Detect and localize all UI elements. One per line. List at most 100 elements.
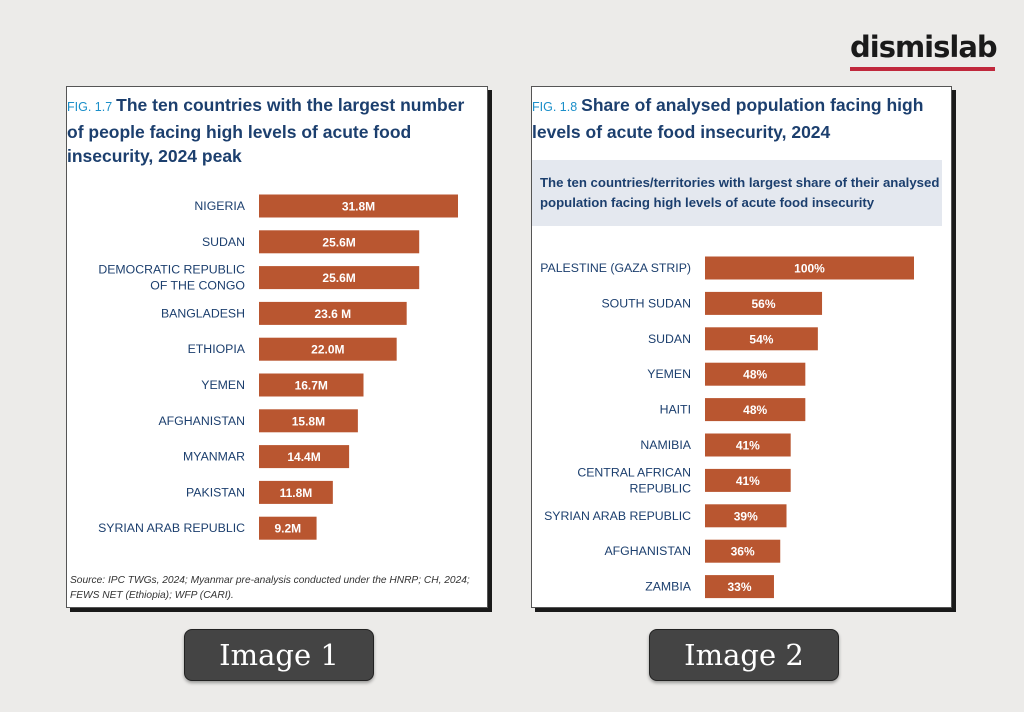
category-label: SUDAN bbox=[202, 235, 245, 249]
category-label: PALESTINE (GAZA STRIP) bbox=[540, 261, 691, 275]
figure-1-title: The ten countries with the largest numbe… bbox=[67, 95, 465, 166]
bar bbox=[705, 256, 914, 280]
category-label-line: OF THE CONGO bbox=[150, 279, 245, 293]
category-label: DEMOCRATIC REPUBLIC OF THE CONGO bbox=[98, 263, 245, 293]
logo-underline bbox=[850, 67, 995, 71]
category-label-line: AFGHANISTAN bbox=[604, 544, 691, 558]
category-label: BANGLADESH bbox=[161, 306, 245, 320]
bar bbox=[259, 337, 397, 361]
category-label-line: PAKISTAN bbox=[186, 485, 245, 499]
bar bbox=[259, 409, 358, 433]
category-label-line: SUDAN bbox=[648, 332, 691, 346]
bar bbox=[705, 539, 781, 563]
category-label-line: YEMEN bbox=[201, 378, 245, 392]
category-label: CENTRAL AFRICAN REPUBLIC bbox=[577, 465, 691, 495]
figure-1-title-block: FIG. 1.7 The ten countries with the large… bbox=[67, 93, 477, 169]
bar bbox=[705, 468, 791, 492]
value-label: 54% bbox=[749, 332, 773, 346]
bar bbox=[705, 362, 806, 386]
figure-1-source: Source: IPC TWGs, 2024; Myanmar pre-anal… bbox=[70, 575, 470, 601]
value-label: 56% bbox=[752, 297, 776, 311]
bar bbox=[705, 327, 818, 351]
bar bbox=[259, 194, 458, 218]
category-label-line: ZAMBIA bbox=[645, 580, 692, 594]
category-label-line: SUDAN bbox=[202, 235, 245, 249]
value-label: 36% bbox=[731, 545, 755, 559]
value-label: 25.6M bbox=[322, 235, 355, 249]
category-label-line: YEMEN bbox=[647, 367, 691, 381]
category-label: YEMEN bbox=[201, 378, 245, 392]
category-label: HAITI bbox=[660, 403, 691, 417]
value-label: 33% bbox=[727, 580, 751, 594]
figure-2-panel: FIG. 1.8 Share of analysed population fac… bbox=[531, 86, 952, 608]
category-label: SYRIAN ARAB REPUBLIC bbox=[544, 509, 691, 523]
figure-2-subtitle-box: The ten countries/territories with large… bbox=[532, 160, 942, 226]
bar bbox=[705, 291, 823, 315]
category-label-line: PALESTINE (GAZA STRIP) bbox=[540, 261, 691, 275]
category-label: ETHIOPIA bbox=[188, 342, 246, 356]
category-label: SUDAN bbox=[648, 332, 691, 346]
bar bbox=[259, 301, 407, 325]
figure-2-number: FIG. 1.8 bbox=[532, 100, 578, 114]
value-label: 11.8M bbox=[280, 486, 313, 500]
value-label: 22.0M bbox=[311, 343, 344, 357]
category-label: ZAMBIA bbox=[645, 580, 692, 594]
image-1-button[interactable]: Image 1 bbox=[184, 629, 374, 681]
figure-2-subtitle: The ten countries/territories with large… bbox=[540, 175, 940, 210]
value-label: 14.4M bbox=[287, 450, 320, 464]
bar bbox=[259, 480, 333, 504]
category-label-line: ETHIOPIA bbox=[188, 342, 246, 356]
value-label: 48% bbox=[743, 368, 767, 382]
category-label: SOUTH SUDAN bbox=[601, 296, 691, 310]
value-label: 31.8M bbox=[342, 200, 375, 214]
bar bbox=[259, 230, 420, 254]
value-label: 16.7M bbox=[295, 379, 328, 393]
category-label-line: SYRIAN ARAB REPUBLIC bbox=[98, 521, 245, 535]
value-label: 41% bbox=[736, 474, 760, 488]
category-label-line: AFGHANISTAN bbox=[158, 414, 245, 428]
value-label: 100% bbox=[794, 262, 825, 276]
category-label-line: HAITI bbox=[660, 403, 691, 417]
value-label: 23.6 M bbox=[314, 307, 351, 321]
category-label: NAMIBIA bbox=[640, 438, 691, 452]
category-label-line: DEMOCRATIC REPUBLIC bbox=[98, 263, 245, 277]
category-label-line: NAMIBIA bbox=[640, 438, 691, 452]
figure-2-chart: PALESTINE (GAZA STRIP) 100% SOUTH SUDAN 56%… bbox=[540, 256, 914, 599]
figure-2-title-block: FIG. 1.8 Share of analysed population fac… bbox=[532, 93, 932, 144]
category-label-line: NIGERIA bbox=[194, 199, 245, 213]
bar bbox=[259, 373, 364, 397]
figure-1-chart: NIGERIA 31.8M SUDAN 25.6M DEMOCRATIC REPUBLI… bbox=[98, 194, 458, 540]
category-label: SYRIAN ARAB REPUBLIC bbox=[98, 521, 245, 535]
bar bbox=[259, 516, 317, 540]
category-label: YEMEN bbox=[647, 367, 691, 381]
dismislab-logo: dismislab bbox=[850, 30, 998, 71]
category-label-line: MYANMAR bbox=[183, 450, 245, 464]
value-label: 15.8M bbox=[292, 414, 325, 428]
bar bbox=[705, 504, 787, 528]
category-label: NIGERIA bbox=[194, 199, 245, 213]
bar bbox=[705, 575, 774, 599]
bar bbox=[259, 266, 420, 290]
logo-text: dismislab bbox=[850, 30, 998, 64]
figure-1-panel: FIG. 1.7 The ten countries with the large… bbox=[66, 86, 488, 608]
value-label: 39% bbox=[734, 509, 758, 523]
figure-2-title: Share of analysed population facing high… bbox=[532, 95, 924, 142]
category-label-line: BANGLADESH bbox=[161, 306, 245, 320]
category-label-line: SYRIAN ARAB REPUBLIC bbox=[544, 509, 691, 523]
bar bbox=[259, 445, 350, 469]
category-label: PAKISTAN bbox=[186, 485, 245, 499]
category-label-line: SOUTH SUDAN bbox=[601, 296, 691, 310]
category-label: MYANMAR bbox=[183, 450, 245, 464]
value-label: 48% bbox=[743, 403, 767, 417]
category-label-line: REPUBLIC bbox=[629, 481, 691, 495]
category-label: AFGHANISTAN bbox=[604, 544, 691, 558]
category-label-line: CENTRAL AFRICAN bbox=[577, 465, 691, 479]
value-label: 41% bbox=[736, 439, 760, 453]
bar bbox=[705, 433, 791, 457]
image-2-button[interactable]: Image 2 bbox=[649, 629, 839, 681]
category-label: AFGHANISTAN bbox=[158, 414, 245, 428]
value-label: 25.6M bbox=[322, 271, 355, 285]
figure-1-number: FIG. 1.7 bbox=[67, 100, 113, 114]
value-label: 9.2M bbox=[274, 522, 301, 536]
bar bbox=[705, 398, 806, 422]
